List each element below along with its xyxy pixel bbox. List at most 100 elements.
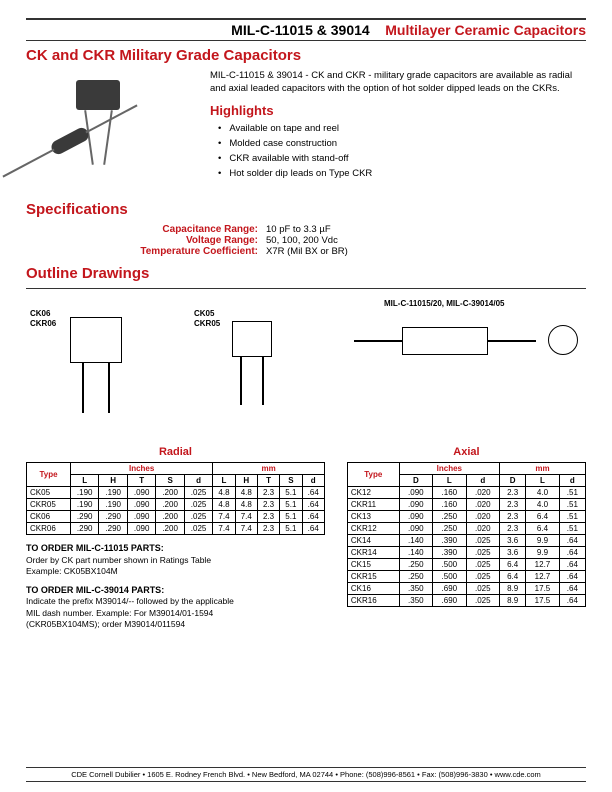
cell: 6.4: [526, 523, 559, 535]
table-row: CKR16.350.690.0258.917.5.64: [347, 595, 585, 607]
order1-line2: Example: CK05BX104M: [26, 566, 118, 576]
cell: 6.4: [500, 559, 526, 571]
highlight-item: Hot solder dip leads on Type CKR: [218, 168, 586, 181]
cell: .64: [302, 523, 324, 535]
cell: .090: [127, 523, 155, 535]
cell: 4.8: [235, 499, 257, 511]
cell: .025: [466, 559, 499, 571]
col-header: D: [399, 475, 432, 487]
cell: .025: [466, 571, 499, 583]
table-row: CKR15.250.500.0256.412.7.64: [347, 571, 585, 583]
cell: .64: [559, 535, 585, 547]
cell: .200: [156, 511, 184, 523]
order-39014: TO ORDER MIL-C-39014 PARTS: Indicate the…: [26, 585, 325, 630]
cell: .64: [302, 487, 324, 499]
table-row: CK14.140.390.0253.69.9.64: [347, 535, 585, 547]
highlights-heading: Highlights: [210, 102, 586, 120]
col-header: d: [466, 475, 499, 487]
specs-heading: Specifications: [26, 201, 586, 218]
cell: .190: [70, 499, 98, 511]
label-ckr06: CKR06: [30, 319, 56, 328]
order2-line1: Indicate the prefix M39014/-- followed b…: [26, 596, 234, 606]
radial-column: Radial TypeInchesmmLHTSdLHTSdCK05.190.19…: [26, 446, 325, 630]
cell-type: CK12: [347, 487, 399, 499]
cell: .51: [559, 511, 585, 523]
col-header: d: [302, 475, 324, 487]
order1-heading: TO ORDER MIL-C-11015 PARTS:: [26, 543, 164, 553]
cell: .025: [466, 535, 499, 547]
footer-text: CDE Cornell Dubilier • 1605 E. Rodney Fr…: [71, 770, 541, 779]
cell: 4.0: [526, 499, 559, 511]
cell: 4.0: [526, 487, 559, 499]
drawing-axial-box: [402, 327, 488, 355]
cell-type: CK16: [347, 583, 399, 595]
cell-type: CKR11: [347, 499, 399, 511]
cell: .64: [559, 559, 585, 571]
col-header: L: [433, 475, 466, 487]
cell: .190: [99, 499, 127, 511]
cell: .090: [399, 487, 432, 499]
cell: .290: [99, 523, 127, 535]
cell: .140: [399, 547, 432, 559]
order2-line3: (CKR05BX104MS); order M39014/011594: [26, 619, 185, 629]
cell: .025: [184, 499, 212, 511]
cell-type: CKR12: [347, 523, 399, 535]
table-row: CK12.090.160.0202.34.0.51: [347, 487, 585, 499]
table-row: CK16.350.690.0258.917.5.64: [347, 583, 585, 595]
cell: 7.4: [235, 523, 257, 535]
order-11015: TO ORDER MIL-C-11015 PARTS: Order by CK …: [26, 543, 325, 577]
cell: 9.9: [526, 535, 559, 547]
drawing-lead: [240, 357, 242, 405]
cell: 7.4: [235, 511, 257, 523]
label-ck05: CK05: [194, 309, 214, 318]
page-title: MIL-C-11015 & 39014 Multilayer Ceramic C…: [26, 22, 586, 38]
cell: .140: [399, 535, 432, 547]
col-header: S: [156, 475, 184, 487]
header-rule-bottom: [26, 40, 586, 41]
drawing-axial-end: [548, 325, 578, 355]
product-photo: [26, 70, 196, 195]
cell: .350: [399, 583, 432, 595]
cell: .020: [466, 511, 499, 523]
cell: .020: [466, 523, 499, 535]
cell: .250: [399, 571, 432, 583]
cell: 2.3: [257, 499, 279, 511]
cell: 9.9: [526, 547, 559, 559]
table-row: CK05.190.190.090.200.0254.84.82.35.1.64: [27, 487, 325, 499]
cell-type: CK13: [347, 511, 399, 523]
spec-label: Voltage Range:: [116, 235, 266, 246]
col-header: D: [500, 475, 526, 487]
cell: .500: [433, 559, 466, 571]
cell: .090: [127, 487, 155, 499]
cell: 6.4: [500, 571, 526, 583]
cell: .51: [559, 487, 585, 499]
table-row: CK06.290.290.090.200.0257.47.42.35.1.64: [27, 511, 325, 523]
cell: .250: [433, 523, 466, 535]
cell: 4.8: [213, 487, 235, 499]
cell: .160: [433, 487, 466, 499]
cell: 3.6: [500, 547, 526, 559]
th-mm: mm: [500, 463, 586, 475]
cell: .64: [559, 547, 585, 559]
drawing-lead: [488, 340, 536, 342]
cell: .64: [559, 583, 585, 595]
order2-heading: TO ORDER MIL-C-39014 PARTS:: [26, 585, 164, 595]
cell-type: CK06: [27, 511, 71, 523]
table-row: CKR14.140.390.0253.69.9.64: [347, 547, 585, 559]
cell: .090: [399, 511, 432, 523]
intro-paragraph: MIL-C-11015 & 39014 - CK and CKR - milit…: [210, 70, 586, 96]
title-product: Multilayer Ceramic Capacitors: [385, 22, 586, 38]
label-axial-spec: MIL-C-11015/20, MIL-C-39014/05: [384, 299, 505, 308]
radial-table: TypeInchesmmLHTSdLHTSdCK05.190.190.090.2…: [26, 462, 325, 535]
col-header: H: [235, 475, 257, 487]
cell: 4.8: [235, 487, 257, 499]
cell: .250: [399, 559, 432, 571]
cell: .350: [399, 595, 432, 607]
drawing-lead: [82, 363, 84, 413]
cell: 8.9: [500, 595, 526, 607]
cell-type: CKR05: [27, 499, 71, 511]
col-header: d: [184, 475, 212, 487]
cell: .025: [466, 583, 499, 595]
outline-heading: Outline Drawings: [26, 265, 586, 282]
cell: .190: [70, 487, 98, 499]
